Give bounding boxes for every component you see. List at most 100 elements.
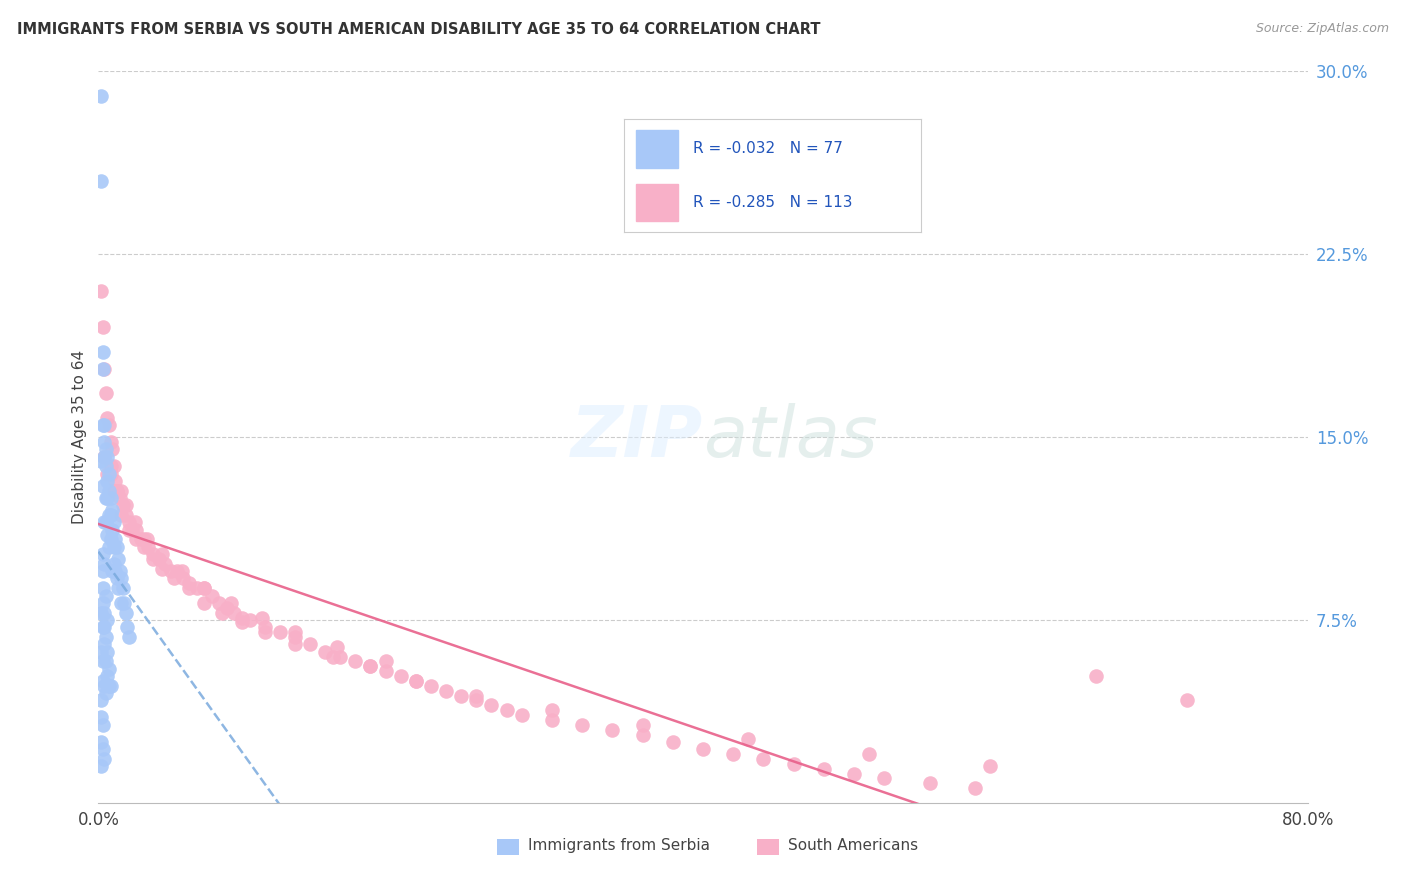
Point	[94, 630, 117, 644]
Point	[90, 645, 112, 659]
Point	[94, 442, 117, 457]
Point	[91, 479, 114, 493]
Point	[186, 581, 208, 595]
Point	[322, 649, 344, 664]
Point	[142, 547, 165, 561]
Point	[96, 410, 118, 425]
Point	[1085, 669, 1108, 683]
Text: IMMIGRANTS FROM SERBIA VS SOUTH AMERICAN DISABILITY AGE 35 TO 64 CORRELATION CHA: IMMIGRANTS FROM SERBIA VS SOUTH AMERICAN…	[17, 22, 820, 37]
Point	[90, 174, 112, 188]
Point	[103, 540, 125, 554]
Point	[93, 417, 115, 432]
Point	[91, 564, 114, 578]
Point	[91, 417, 114, 432]
Point	[360, 659, 382, 673]
Point	[91, 742, 114, 756]
Point	[114, 499, 136, 513]
Point	[111, 581, 134, 595]
Point	[118, 523, 141, 537]
Point	[602, 723, 624, 737]
Point	[101, 523, 124, 537]
Point	[125, 523, 148, 537]
Point	[752, 752, 775, 766]
Point	[858, 747, 880, 761]
Point	[96, 613, 118, 627]
Y-axis label: Disability Age 35 to 64: Disability Age 35 to 64	[72, 350, 87, 524]
Point	[100, 533, 122, 547]
Point	[631, 718, 654, 732]
Point	[94, 491, 117, 505]
Point	[405, 673, 427, 688]
Point	[374, 664, 396, 678]
Point	[329, 649, 352, 664]
Point	[93, 679, 115, 693]
Point	[98, 483, 121, 498]
Point	[132, 540, 155, 554]
Point	[250, 610, 273, 624]
Point	[91, 596, 114, 610]
Point	[481, 698, 503, 713]
Point	[100, 491, 122, 505]
Point	[98, 467, 121, 481]
Point	[96, 450, 118, 464]
Point	[118, 630, 141, 644]
Point	[631, 727, 654, 741]
Point	[737, 732, 759, 747]
Point	[96, 474, 118, 488]
Point	[91, 718, 114, 732]
Point	[90, 710, 112, 724]
Text: ZIP: ZIP	[571, 402, 703, 472]
Point	[193, 596, 215, 610]
Point	[100, 434, 122, 449]
Point	[142, 552, 165, 566]
Point	[221, 596, 243, 610]
Point	[98, 508, 121, 522]
Point	[150, 547, 173, 561]
Point	[465, 693, 488, 707]
Point	[93, 752, 115, 766]
Point	[91, 581, 114, 595]
Point	[193, 581, 215, 595]
Point	[129, 533, 152, 547]
Point	[90, 735, 112, 749]
Text: Source: ZipAtlas.com: Source: ZipAtlas.com	[1256, 22, 1389, 36]
Point	[100, 679, 122, 693]
Point	[108, 491, 131, 505]
Point	[100, 459, 122, 474]
Point	[91, 320, 114, 334]
Point	[253, 620, 276, 634]
Point	[94, 516, 117, 530]
Point	[692, 742, 714, 756]
Point	[96, 491, 118, 505]
Point	[163, 572, 186, 586]
Point	[179, 576, 201, 591]
Point	[389, 669, 412, 683]
Point	[284, 630, 307, 644]
Point	[405, 673, 427, 688]
Point	[103, 557, 125, 571]
Point	[101, 503, 124, 517]
Point	[93, 434, 115, 449]
Point	[101, 442, 124, 457]
Point	[510, 708, 533, 723]
Point	[94, 686, 117, 700]
Point	[179, 581, 201, 595]
Point	[103, 483, 125, 498]
Point	[208, 596, 231, 610]
Point	[360, 659, 382, 673]
Point	[434, 683, 457, 698]
Point	[96, 467, 118, 481]
Point	[101, 564, 124, 578]
Point	[98, 662, 121, 676]
Point	[844, 766, 866, 780]
Point	[94, 654, 117, 668]
Point	[110, 596, 132, 610]
Point	[111, 499, 134, 513]
Point	[420, 679, 443, 693]
Point	[90, 759, 112, 773]
Point	[105, 540, 128, 554]
Point	[91, 547, 114, 561]
Point	[114, 606, 136, 620]
Point	[314, 645, 336, 659]
Point	[132, 533, 155, 547]
